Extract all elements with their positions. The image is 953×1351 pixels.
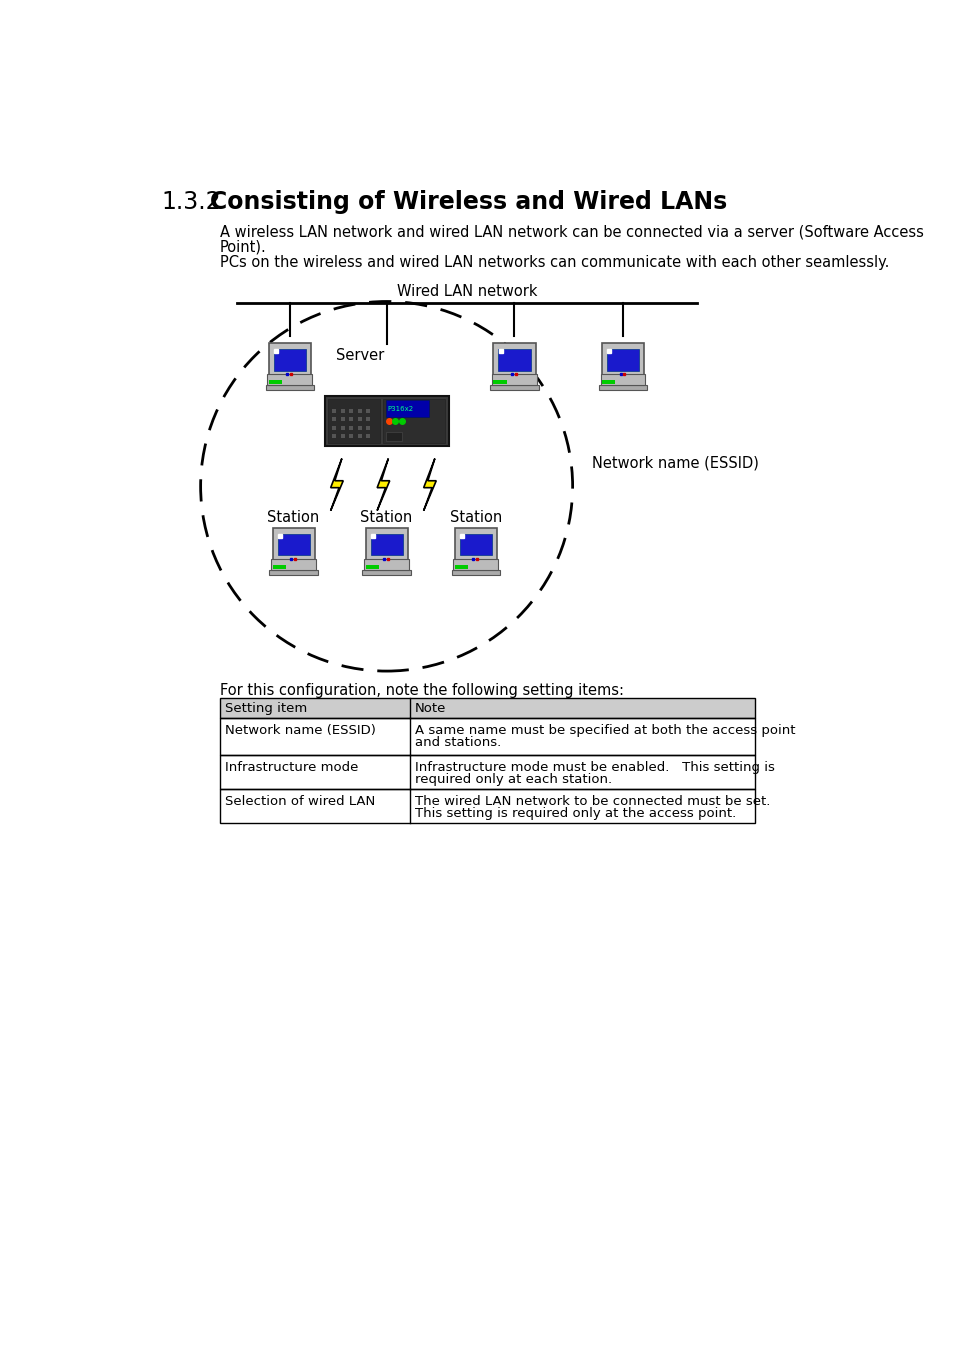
FancyBboxPatch shape [220, 698, 754, 719]
FancyBboxPatch shape [600, 374, 644, 385]
FancyBboxPatch shape [366, 409, 370, 413]
FancyBboxPatch shape [366, 434, 370, 438]
Text: The wired LAN network to be connected must be set.: The wired LAN network to be connected mu… [415, 794, 769, 808]
Text: PCs on the wireless and wired LAN networks can communicate with each other seaml: PCs on the wireless and wired LAN networ… [220, 255, 888, 270]
FancyBboxPatch shape [340, 426, 344, 430]
FancyBboxPatch shape [459, 534, 492, 555]
FancyBboxPatch shape [349, 417, 353, 422]
FancyBboxPatch shape [269, 570, 317, 576]
FancyBboxPatch shape [598, 385, 646, 390]
FancyBboxPatch shape [349, 409, 353, 413]
FancyBboxPatch shape [492, 374, 537, 385]
Text: P316x2: P316x2 [387, 405, 414, 412]
FancyBboxPatch shape [365, 565, 378, 569]
FancyBboxPatch shape [340, 417, 344, 422]
FancyBboxPatch shape [382, 399, 444, 443]
FancyBboxPatch shape [273, 565, 286, 569]
FancyBboxPatch shape [274, 349, 306, 370]
FancyBboxPatch shape [365, 528, 407, 562]
FancyBboxPatch shape [386, 432, 401, 442]
FancyBboxPatch shape [349, 434, 353, 438]
FancyBboxPatch shape [269, 380, 282, 384]
FancyBboxPatch shape [349, 426, 353, 430]
Text: Infrastructure mode: Infrastructure mode [224, 761, 357, 774]
FancyBboxPatch shape [340, 434, 344, 438]
FancyBboxPatch shape [455, 565, 468, 569]
FancyBboxPatch shape [453, 559, 497, 570]
FancyBboxPatch shape [366, 417, 370, 422]
FancyBboxPatch shape [328, 399, 379, 443]
Text: Wired LAN network: Wired LAN network [396, 284, 537, 299]
FancyBboxPatch shape [357, 417, 361, 422]
FancyBboxPatch shape [269, 343, 311, 377]
Polygon shape [376, 458, 390, 511]
Text: Point).: Point). [220, 240, 267, 255]
Text: Selection of wired LAN: Selection of wired LAN [224, 794, 375, 808]
FancyBboxPatch shape [286, 377, 294, 381]
FancyBboxPatch shape [455, 528, 497, 562]
Text: Consisting of Wireless and Wired LANs: Consisting of Wireless and Wired LANs [210, 190, 726, 213]
FancyBboxPatch shape [490, 385, 538, 390]
FancyBboxPatch shape [618, 377, 626, 381]
Text: Station: Station [267, 509, 319, 524]
Polygon shape [423, 458, 436, 511]
FancyBboxPatch shape [273, 528, 314, 562]
FancyBboxPatch shape [265, 385, 314, 390]
FancyBboxPatch shape [606, 349, 639, 370]
FancyBboxPatch shape [510, 377, 517, 381]
FancyBboxPatch shape [271, 559, 315, 570]
FancyBboxPatch shape [340, 409, 344, 413]
Text: Station: Station [360, 509, 413, 524]
FancyBboxPatch shape [382, 562, 390, 565]
Text: Note: Note [415, 701, 445, 715]
FancyBboxPatch shape [370, 534, 402, 555]
FancyBboxPatch shape [601, 380, 615, 384]
Text: Setting item: Setting item [224, 701, 307, 715]
Text: and stations.: and stations. [415, 736, 500, 748]
Text: Infrastructure mode must be enabled.   This setting is: Infrastructure mode must be enabled. Thi… [415, 761, 774, 774]
FancyBboxPatch shape [366, 426, 370, 430]
FancyBboxPatch shape [493, 343, 535, 377]
FancyBboxPatch shape [357, 409, 361, 413]
FancyBboxPatch shape [386, 400, 428, 417]
FancyBboxPatch shape [357, 434, 361, 438]
FancyBboxPatch shape [362, 570, 411, 576]
Text: A same name must be specified at both the access point: A same name must be specified at both th… [415, 724, 794, 738]
FancyBboxPatch shape [472, 562, 479, 565]
FancyBboxPatch shape [451, 570, 499, 576]
FancyBboxPatch shape [332, 417, 335, 422]
Text: Server: Server [335, 349, 384, 363]
FancyBboxPatch shape [497, 349, 530, 370]
FancyBboxPatch shape [332, 409, 335, 413]
Text: This setting is required only at the access point.: This setting is required only at the acc… [415, 807, 735, 820]
FancyBboxPatch shape [332, 426, 335, 430]
FancyBboxPatch shape [364, 559, 409, 570]
FancyBboxPatch shape [493, 380, 506, 384]
Text: A wireless LAN network and wired LAN network can be connected via a server (Soft: A wireless LAN network and wired LAN net… [220, 224, 923, 239]
FancyBboxPatch shape [290, 562, 297, 565]
FancyBboxPatch shape [332, 434, 335, 438]
FancyBboxPatch shape [601, 343, 643, 377]
Text: required only at each station.: required only at each station. [415, 773, 611, 786]
FancyBboxPatch shape [277, 534, 310, 555]
FancyBboxPatch shape [267, 374, 312, 385]
Text: For this configuration, note the following setting items:: For this configuration, note the followi… [220, 682, 623, 697]
FancyBboxPatch shape [357, 426, 361, 430]
FancyBboxPatch shape [324, 396, 448, 446]
Text: 1.3.2: 1.3.2 [162, 190, 221, 213]
Text: Network name (ESSID): Network name (ESSID) [224, 724, 375, 738]
Polygon shape [331, 458, 343, 511]
Text: Station: Station [449, 509, 501, 524]
Text: Network name (ESSID): Network name (ESSID) [592, 455, 758, 470]
